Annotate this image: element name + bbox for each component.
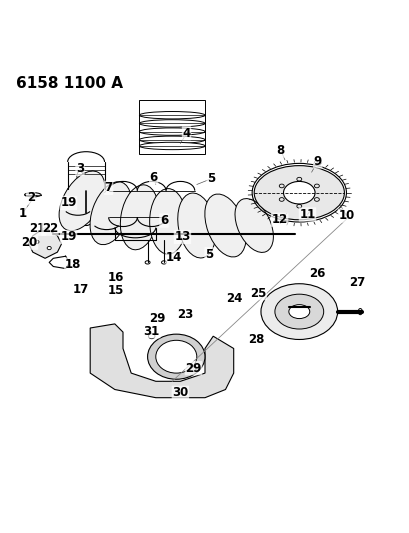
Text: 28: 28 [247,333,264,346]
Text: 29: 29 [148,312,165,325]
Text: 27: 27 [348,276,365,288]
Ellipse shape [47,246,51,249]
Text: 2: 2 [27,191,35,204]
Ellipse shape [139,142,204,150]
Ellipse shape [204,194,245,257]
Text: 7: 7 [104,181,112,195]
Text: 10: 10 [337,209,354,222]
Text: 22: 22 [42,222,58,235]
Ellipse shape [120,185,158,250]
Text: 8: 8 [276,144,284,157]
Text: 18: 18 [65,258,81,271]
Ellipse shape [254,166,344,220]
Text: 15: 15 [108,284,124,297]
Text: 20: 20 [21,236,38,249]
Ellipse shape [274,294,323,329]
Ellipse shape [139,111,204,119]
Text: 3: 3 [76,163,84,175]
Text: 23: 23 [177,309,193,321]
Text: 16: 16 [108,271,124,285]
Ellipse shape [261,284,337,340]
Text: 14: 14 [166,251,182,264]
Text: 6: 6 [149,171,157,184]
Text: 9: 9 [313,155,321,168]
Text: 21: 21 [29,222,46,235]
Bar [139,100,204,154]
Ellipse shape [288,305,309,319]
Text: 1: 1 [18,207,27,220]
Ellipse shape [35,240,39,244]
Text: 25: 25 [249,287,266,300]
Text: 6158 1100 A: 6158 1100 A [16,76,123,91]
Text: 29: 29 [185,362,201,375]
Ellipse shape [155,340,196,373]
Ellipse shape [139,136,204,143]
Text: 19: 19 [60,197,76,209]
Polygon shape [29,228,61,259]
Ellipse shape [147,334,204,379]
Ellipse shape [178,193,215,258]
Polygon shape [90,324,233,398]
Text: 31: 31 [143,325,160,338]
Ellipse shape [283,181,315,204]
Text: 5: 5 [207,172,215,185]
Text: 6: 6 [160,214,168,227]
Ellipse shape [59,171,105,231]
Ellipse shape [234,199,273,253]
Text: 5: 5 [204,248,213,261]
Text: 19: 19 [60,230,76,244]
Text: 13: 13 [174,230,190,244]
Ellipse shape [139,128,204,135]
Text: 30: 30 [172,386,188,399]
Ellipse shape [149,189,186,254]
Ellipse shape [78,209,94,225]
Ellipse shape [90,182,131,245]
Text: 26: 26 [309,268,325,280]
Text: 24: 24 [226,292,242,305]
Ellipse shape [139,120,204,127]
Text: 11: 11 [299,208,315,221]
Text: 17: 17 [73,282,89,296]
Text: 4: 4 [182,127,190,140]
Text: 12: 12 [271,213,287,227]
